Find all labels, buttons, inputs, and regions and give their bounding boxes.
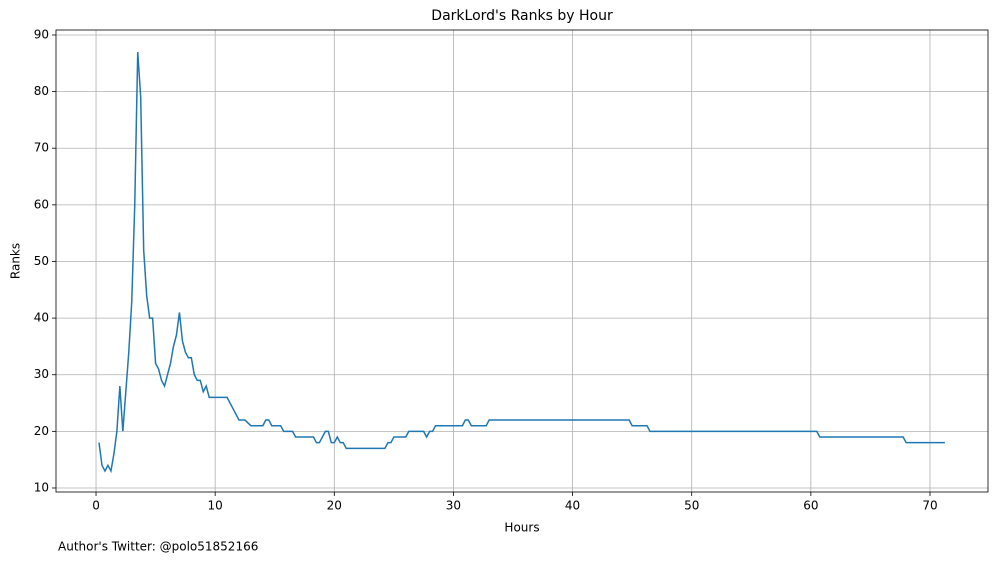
- x-axis-label: Hours: [504, 521, 539, 535]
- y-axis-label: Ranks: [9, 243, 23, 279]
- y-tick-label: 80: [34, 84, 49, 98]
- y-tick-label: 70: [34, 141, 49, 155]
- line-series: [98, 51, 945, 474]
- y-tick-label: 20: [34, 424, 49, 438]
- y-tick-label: 30: [34, 367, 49, 381]
- annotation: Author's Twitter: @polo51852166: [58, 540, 258, 554]
- x-tick-label: 0: [92, 499, 100, 513]
- x-tick-label: 40: [565, 499, 580, 513]
- y-tick-label: 40: [34, 311, 49, 325]
- plot-frame: [55, 29, 989, 493]
- y-tick-label: 50: [34, 254, 49, 268]
- y-tick-label: 60: [34, 197, 49, 211]
- x-tick-label: 70: [922, 499, 937, 513]
- x-tick-label: 10: [208, 499, 223, 513]
- x-tick-label: 30: [446, 499, 461, 513]
- x-tick-label: 20: [327, 499, 342, 513]
- chart-title: DarkLord's Ranks by Hour: [431, 8, 613, 24]
- x-tick-label: 50: [684, 499, 699, 513]
- x-tick-label: 60: [803, 499, 818, 513]
- y-tick-label: 90: [34, 27, 49, 41]
- y-tick-label: 10: [34, 480, 49, 494]
